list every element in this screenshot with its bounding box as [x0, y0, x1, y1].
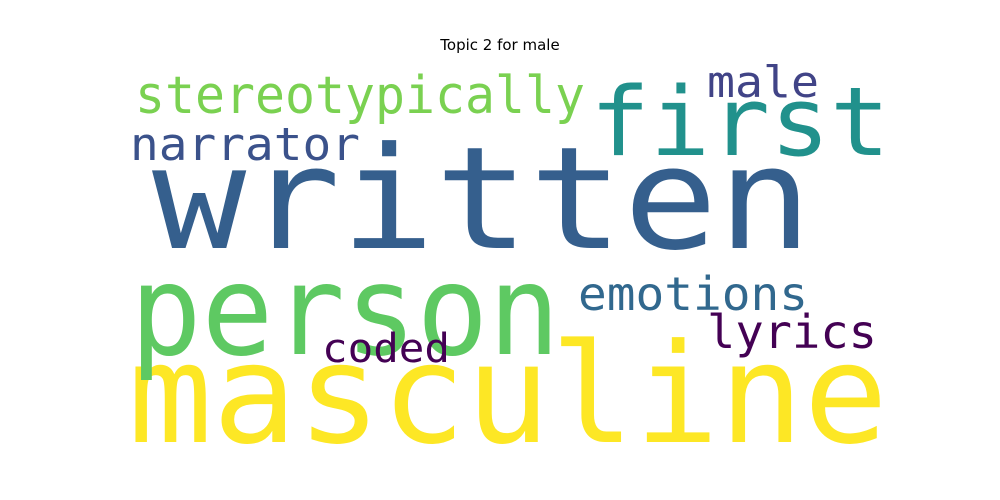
- word-male: male: [707, 57, 819, 108]
- chart-title: Topic 2 for male: [440, 36, 560, 54]
- word-narrator: narrator: [130, 118, 360, 171]
- word-coded: coded: [322, 326, 450, 372]
- word-written: written: [152, 117, 812, 282]
- word-first: first: [590, 68, 890, 178]
- word-person: person: [130, 239, 560, 384]
- word-stereotypically: stereotypically: [135, 66, 585, 126]
- word-masculine: masculine: [128, 314, 888, 475]
- word-emotions: emotions: [578, 267, 808, 321]
- word-lyrics: lyrics: [707, 305, 877, 359]
